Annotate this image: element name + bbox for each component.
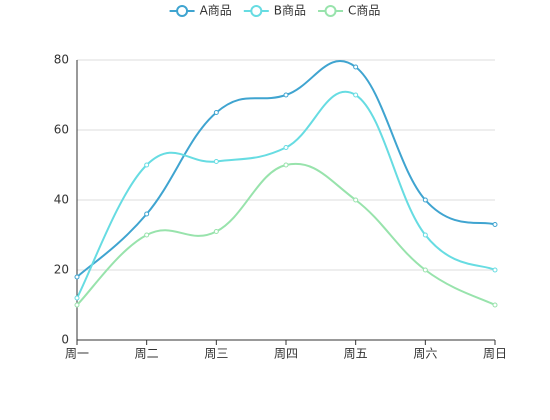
point (213, 110, 219, 115)
point (492, 267, 498, 273)
point (213, 229, 219, 234)
point (422, 197, 428, 203)
point (74, 302, 80, 308)
point (283, 92, 289, 98)
legend-item[interactable]: B商品 (243, 3, 306, 18)
x-tick-label: 周日 (483, 347, 507, 361)
y-tick-label: 20 (54, 263, 69, 277)
point (492, 222, 498, 227)
x-tick-label: 周三 (204, 347, 228, 361)
point (74, 295, 80, 301)
legend-icon (324, 5, 337, 17)
legend-label: A商品 (200, 3, 232, 18)
y-tick-label: 40 (54, 193, 69, 207)
point (353, 197, 359, 203)
point (144, 211, 150, 217)
legend-label: C商品 (348, 3, 380, 18)
legend-item[interactable]: C商品 (318, 3, 380, 18)
x-tick-label: 周二 (135, 347, 159, 361)
legend-label: B商品 (274, 3, 306, 18)
y-tick-label: 60 (54, 123, 69, 137)
point (353, 92, 359, 98)
y-tick-label: 80 (54, 53, 69, 67)
legend-icon (250, 5, 263, 17)
line (76, 162, 496, 306)
x-tick-label: 周一 (65, 347, 89, 361)
point (353, 64, 359, 70)
point (422, 267, 428, 273)
point (74, 274, 80, 280)
legend: A商品 B商品 C商品 (169, 3, 380, 18)
point (144, 162, 150, 168)
legend-item[interactable]: A商品 (169, 3, 232, 18)
x-tick-label: 周五 (344, 347, 368, 361)
line (76, 90, 496, 299)
legend-icon (176, 5, 189, 17)
point (213, 159, 219, 164)
point (422, 232, 428, 238)
point (144, 232, 150, 238)
y-tick-label: 0 (61, 333, 69, 347)
x-tick-label: 周六 (413, 347, 437, 361)
point (283, 145, 289, 150)
x-tick-label: 周四 (274, 347, 298, 361)
point (283, 162, 289, 168)
point (492, 302, 498, 308)
